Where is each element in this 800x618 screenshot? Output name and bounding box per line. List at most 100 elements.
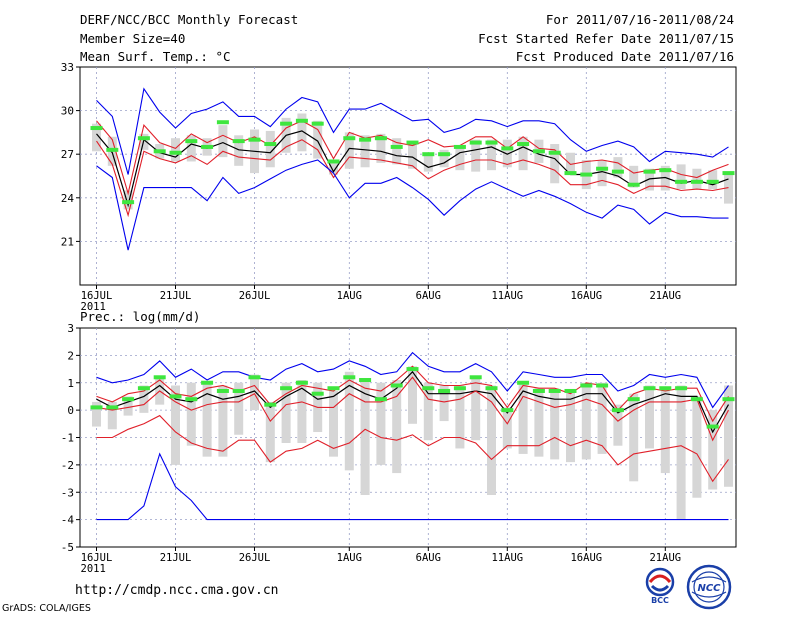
precip-member-mark bbox=[422, 386, 435, 391]
temp-y-tick-label: 27 bbox=[61, 148, 74, 161]
temp-x-tick-label: 1AUG bbox=[337, 290, 362, 302]
temp-member-mark bbox=[659, 168, 672, 173]
precip-ensemble-bar bbox=[139, 385, 149, 413]
temp-ensemble-bar bbox=[629, 165, 639, 188]
precip-x-tick-label: 6AUG bbox=[416, 552, 441, 564]
precip-ensemble-bar bbox=[281, 382, 291, 443]
temp-y-tick-label: 30 bbox=[61, 105, 74, 118]
precip-member-mark bbox=[169, 394, 182, 399]
precip-member-mark bbox=[611, 408, 624, 413]
temp-ensemble-bar bbox=[692, 168, 702, 190]
precip-member-mark bbox=[106, 405, 119, 410]
temp-ensemble-bar bbox=[171, 138, 180, 162]
temp-y-tick-label: 33 bbox=[61, 61, 74, 74]
precip-ensemble-bar bbox=[376, 382, 386, 465]
precip-member-mark bbox=[201, 380, 214, 385]
temp-member-mark bbox=[137, 136, 150, 141]
temp-ensemble-bar bbox=[344, 132, 354, 169]
precip-member-mark bbox=[675, 386, 688, 391]
precip-member-mark bbox=[517, 380, 530, 385]
precip-member-mark bbox=[122, 397, 135, 402]
temp-x-tick-label: 11AUG bbox=[491, 290, 523, 302]
precip-x-tick-label: 1AUG bbox=[337, 552, 362, 564]
precip-member-mark bbox=[327, 386, 340, 391]
temp-member-mark bbox=[596, 166, 609, 171]
temp-member-mark bbox=[453, 144, 466, 149]
precip-ensemble-bar bbox=[186, 382, 196, 446]
precip-ensemble-bar bbox=[581, 382, 591, 460]
precip-member-mark bbox=[564, 388, 577, 393]
precip-y-tick-label: 0 bbox=[67, 404, 74, 417]
precip-ensemble-bar bbox=[360, 380, 370, 495]
temp-member-mark bbox=[390, 144, 403, 149]
precip-y-tick-label: -4 bbox=[61, 514, 75, 527]
temp-member-mark bbox=[722, 171, 735, 176]
temp-ensemble-bar bbox=[92, 123, 101, 152]
ncc-logo-text: NCC bbox=[697, 583, 721, 594]
temp-member-mark bbox=[90, 126, 103, 131]
precip-ensemble-bar bbox=[692, 396, 702, 498]
temp-y-tick-label: 24 bbox=[61, 192, 75, 205]
temp-member-mark bbox=[374, 136, 387, 141]
precip-member-mark bbox=[580, 383, 593, 388]
temp-ensemble-bar bbox=[423, 155, 433, 172]
temp-member-mark bbox=[422, 152, 435, 157]
precip-member-mark bbox=[596, 383, 609, 388]
precip-member-mark bbox=[659, 386, 672, 391]
temp-y-tick-label: 21 bbox=[61, 235, 74, 248]
temp-ensemble-bar bbox=[329, 160, 338, 175]
temp-member-mark bbox=[280, 121, 293, 126]
precip-ensemble-bar bbox=[550, 388, 560, 460]
precip-ensemble-bar bbox=[455, 385, 465, 449]
temp-ensemble-bar bbox=[550, 144, 560, 184]
precip-ensemble-bar bbox=[344, 371, 354, 471]
precip-series-min bbox=[96, 452, 729, 521]
precip-member-mark bbox=[453, 386, 466, 391]
precip-member-mark bbox=[374, 397, 387, 402]
precip-ensemble-bar bbox=[329, 390, 338, 457]
precip-member-mark bbox=[137, 386, 150, 391]
precip-member-mark bbox=[295, 380, 308, 385]
temp-ensemble-bar bbox=[265, 130, 275, 168]
temp-x-tick-label: 16AUG bbox=[570, 290, 602, 302]
precip-member-mark bbox=[390, 383, 403, 388]
precip-member-mark bbox=[153, 375, 166, 380]
precip-ensemble-bar bbox=[423, 382, 433, 441]
temp-ensemble-bar bbox=[297, 113, 307, 152]
temp-member-mark bbox=[153, 149, 166, 154]
forecast-started-label: Fcst Started Refer Date 2011/07/15 bbox=[478, 31, 734, 46]
precip-series-lower bbox=[96, 376, 729, 442]
temp-member-mark bbox=[122, 200, 135, 205]
precip-member-mark bbox=[643, 386, 656, 391]
precip-y-tick-label: 3 bbox=[67, 322, 74, 335]
temp-x-tick-label: 21AUG bbox=[649, 290, 681, 302]
grads-credit: GrADS: COLA/IGES bbox=[2, 603, 91, 614]
temp-ensemble-bar bbox=[234, 135, 244, 166]
temp-x-tick-year: 2011 bbox=[81, 301, 106, 313]
temp-series-min bbox=[96, 159, 729, 251]
temp-member-mark bbox=[643, 169, 656, 174]
precip-y-tick-label: -2 bbox=[61, 459, 74, 472]
temp-member-mark bbox=[675, 179, 688, 184]
precip-member-mark bbox=[722, 397, 735, 402]
temp-member-mark bbox=[264, 142, 277, 147]
precip-ensemble-bar bbox=[597, 382, 607, 454]
chart-title: DERF/NCC/BCC Monthly Forecast bbox=[80, 12, 299, 27]
temp-ensemble-bar bbox=[566, 152, 575, 172]
precip-ensemble-bar bbox=[439, 385, 449, 422]
temp-member-mark bbox=[469, 140, 482, 145]
precip-ensemble-bar bbox=[645, 385, 654, 449]
precip-member-mark bbox=[216, 388, 229, 393]
precip-ensemble-bar bbox=[297, 380, 307, 443]
precip-ensemble-bar bbox=[234, 382, 244, 435]
temp-member-mark bbox=[201, 144, 214, 149]
precip-ensemble-bar bbox=[171, 385, 180, 465]
precip-member-mark bbox=[706, 424, 719, 429]
temp-ensemble-bar bbox=[502, 139, 512, 168]
temp-ensemble-bar bbox=[392, 138, 402, 165]
temp-member-mark bbox=[548, 150, 561, 155]
precip-ensemble-bar bbox=[250, 374, 259, 411]
ncc-logo: NCC bbox=[686, 564, 732, 610]
precip-ensemble-bar bbox=[708, 410, 718, 490]
temp-x-tick-label: 21JUL bbox=[160, 290, 192, 302]
